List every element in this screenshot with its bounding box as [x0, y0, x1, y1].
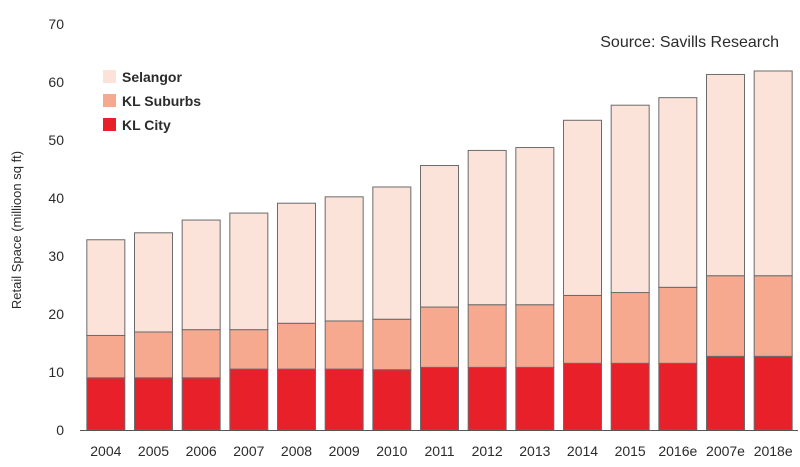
- x-tick-label: 2011: [424, 443, 454, 459]
- legend-label: KL City: [122, 117, 171, 133]
- bar-segment-kl-city: [134, 377, 173, 431]
- x-tick-label: 2016e: [658, 443, 697, 459]
- bar-segment-kl-suburbs: [610, 292, 650, 364]
- bar-segment-kl-city: [467, 366, 507, 431]
- bar-segment-kl-city: [277, 368, 316, 431]
- bar-segment-selangor: [515, 147, 555, 306]
- x-tick-label: 2009: [329, 443, 360, 459]
- bar-segment-selangor: [420, 165, 459, 308]
- legend-label: KL Suburbs: [122, 93, 201, 109]
- y-tick-label: 10: [48, 364, 64, 380]
- y-tick-label: 50: [48, 132, 64, 148]
- x-tick-label: 2004: [90, 443, 121, 459]
- bar-segment-kl-suburbs: [658, 286, 698, 364]
- x-tick-label: 2015: [615, 443, 646, 459]
- bar-segment-kl-suburbs: [324, 320, 364, 370]
- x-tick-label: 2012: [472, 443, 503, 459]
- y-axis-label: Retail Space (millioon sq ft): [9, 151, 24, 309]
- bar-segment-kl-city: [324, 368, 364, 431]
- bar-segment-selangor: [467, 149, 507, 306]
- bar-segment-kl-city: [372, 369, 412, 431]
- x-tick-label: 2008: [281, 443, 312, 459]
- bar-segment-selangor: [86, 239, 126, 336]
- y-axis: 0 10 20 30 40 50 60 70: [48, 16, 64, 438]
- x-tick-label: 2014: [567, 443, 598, 459]
- x-tick-label: 2007: [233, 443, 264, 459]
- bar-segment-kl-suburbs: [706, 275, 745, 357]
- y-tick-label: 0: [56, 422, 64, 438]
- y-tick-label: 60: [48, 74, 64, 90]
- bar-segment-selangor: [229, 212, 269, 331]
- bar-segment-kl-suburbs: [181, 329, 221, 379]
- x-tick-label: 2007e: [706, 443, 745, 459]
- legend: Selangor KL Suburbs KL City: [103, 69, 201, 133]
- bar-segment-selangor: [610, 104, 650, 294]
- x-tick-label: 2013: [519, 443, 550, 459]
- legend-label: Selangor: [122, 69, 182, 85]
- bar-segment-kl-city: [706, 355, 745, 431]
- bar-segment-kl-suburbs: [420, 306, 459, 368]
- bar-segment-selangor: [181, 219, 221, 331]
- bar-segment-kl-suburbs: [563, 294, 602, 364]
- bar-segment-selangor: [753, 70, 793, 277]
- legend-swatch: [103, 94, 116, 107]
- y-tick-label: 20: [48, 306, 64, 322]
- bar-segment-selangor: [277, 202, 316, 324]
- legend-swatch: [103, 70, 116, 83]
- bar-segment-kl-suburbs: [753, 275, 793, 357]
- bar-segment-kl-city: [229, 368, 269, 431]
- bar-segment-selangor: [706, 73, 745, 277]
- bar-segment-selangor: [372, 186, 412, 320]
- bar-segment-kl-city: [515, 366, 555, 431]
- bars: [86, 70, 793, 431]
- x-tick-label: 2006: [186, 443, 217, 459]
- bar-segment-selangor: [658, 97, 698, 288]
- bar-segment-kl-suburbs: [86, 334, 126, 379]
- x-tick-label: 2018e: [754, 443, 793, 459]
- legend-swatch: [103, 118, 116, 131]
- bar-segment-selangor: [134, 232, 173, 333]
- bar-segment-kl-city: [86, 377, 126, 431]
- bar-segment-kl-suburbs: [467, 304, 507, 368]
- source-note: Source: Savills Research: [600, 34, 779, 51]
- x-tick-label: 2005: [138, 443, 169, 459]
- bar-segment-kl-city: [181, 377, 221, 431]
- x-tick-label: 2010: [376, 443, 407, 459]
- y-tick-label: 30: [48, 248, 64, 264]
- bar-segment-kl-city: [610, 362, 650, 431]
- bar-segment-kl-city: [753, 355, 793, 431]
- y-tick-label: 40: [48, 190, 64, 206]
- bar-segment-kl-suburbs: [229, 329, 269, 370]
- bar-segment-selangor: [324, 196, 364, 322]
- x-axis: 2004 2005 2006 2007 2008 2009 2010 2011 2012 2013…: [80, 430, 798, 459]
- bar-segment-kl-city: [658, 362, 698, 431]
- bar-segment-kl-city: [563, 362, 602, 431]
- bar-segment-kl-suburbs: [515, 304, 555, 368]
- bar-segment-selangor: [563, 119, 602, 296]
- bar-segment-kl-suburbs: [134, 331, 173, 379]
- bar-segment-kl-suburbs: [277, 322, 316, 370]
- y-tick-label: 70: [48, 16, 64, 32]
- bar-segment-kl-city: [420, 366, 459, 431]
- bar-segment-kl-suburbs: [372, 318, 412, 371]
